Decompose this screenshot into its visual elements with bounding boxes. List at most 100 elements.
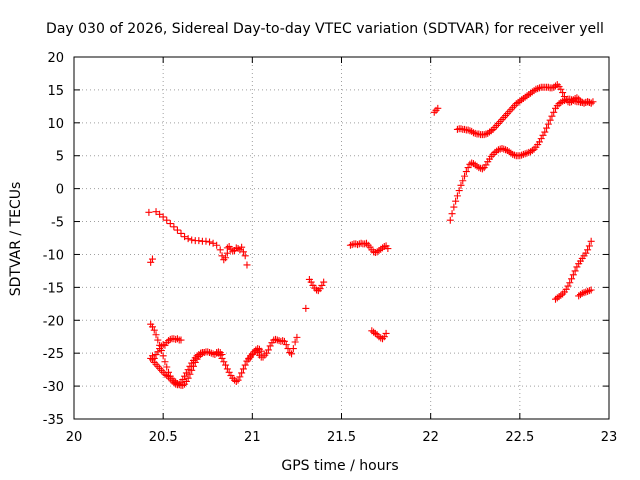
data-point	[518, 96, 526, 104]
chart-title: Day 030 of 2026, Sidereal Day-to-day VTE…	[46, 21, 604, 37]
data-point	[453, 192, 461, 200]
data-point	[384, 245, 392, 253]
data-point	[229, 247, 237, 255]
data-point	[564, 282, 572, 290]
data-point	[170, 379, 178, 387]
data-point	[446, 216, 454, 224]
data-point	[145, 208, 153, 216]
data-point	[195, 237, 203, 245]
data-point	[239, 365, 247, 373]
data-point	[184, 366, 192, 374]
data-point	[377, 334, 385, 342]
data-point	[206, 238, 214, 246]
data-point	[239, 248, 247, 256]
data-point	[502, 146, 510, 154]
data-point	[252, 346, 260, 354]
data-point	[266, 342, 274, 350]
grid-lines	[74, 57, 609, 419]
y-tick-label: -5	[51, 216, 64, 231]
data-point	[166, 220, 174, 228]
data-point	[462, 168, 470, 176]
data-point	[354, 241, 362, 249]
data-points	[145, 81, 597, 389]
series-arc-5	[147, 320, 226, 389]
data-point	[188, 366, 196, 374]
data-point	[181, 233, 189, 241]
data-point	[466, 127, 474, 135]
series-arc-13	[430, 104, 442, 116]
series-arc-8	[243, 345, 265, 365]
data-point	[213, 241, 221, 249]
x-axis-title: GPS time / hours	[281, 458, 398, 474]
y-tick-label: -30	[43, 380, 64, 395]
axis-ticks	[73, 56, 610, 420]
data-point	[173, 335, 181, 343]
data-point	[218, 354, 226, 362]
data-point	[288, 350, 296, 358]
y-tick-label: 10	[47, 117, 64, 132]
y-tick-label: -35	[43, 413, 64, 428]
data-point	[165, 337, 173, 345]
data-point	[512, 100, 520, 108]
data-point	[161, 358, 169, 366]
data-point	[539, 131, 547, 139]
data-point	[534, 85, 542, 93]
data-point	[548, 112, 556, 120]
data-point	[471, 129, 479, 137]
x-tick-label: 22.5	[505, 430, 534, 445]
data-point	[518, 151, 526, 159]
x-tick-label: 23	[601, 430, 618, 445]
data-point	[257, 347, 265, 355]
data-point	[550, 108, 558, 116]
data-point	[163, 372, 171, 380]
data-point	[498, 144, 506, 152]
data-point	[582, 249, 590, 257]
series-arc-7	[213, 333, 301, 385]
data-point	[177, 229, 185, 237]
data-point	[163, 216, 171, 224]
data-point	[289, 345, 297, 353]
data-point	[464, 126, 472, 134]
data-point	[461, 125, 469, 133]
data-point	[213, 349, 221, 357]
data-point	[218, 252, 226, 260]
data-point	[587, 237, 595, 245]
data-point	[234, 245, 242, 253]
data-point	[466, 160, 474, 168]
data-point	[318, 281, 326, 289]
data-point	[222, 254, 230, 262]
data-point	[170, 223, 178, 231]
data-point	[241, 361, 249, 369]
data-point	[555, 100, 563, 108]
data-point	[223, 365, 231, 373]
data-point	[282, 341, 290, 349]
data-point	[291, 338, 299, 346]
data-point	[163, 363, 171, 371]
data-point	[585, 242, 593, 250]
x-tick-label: 22	[422, 430, 439, 445]
x-tick-label: 21	[244, 430, 261, 445]
data-point	[150, 326, 158, 334]
data-point	[236, 373, 244, 381]
data-point	[159, 213, 167, 221]
data-point	[448, 210, 456, 218]
series-arc-6	[148, 349, 208, 389]
data-point	[159, 341, 167, 349]
data-point	[157, 347, 165, 355]
data-point	[573, 263, 581, 271]
data-point	[286, 349, 294, 357]
data-point	[302, 304, 310, 312]
data-point	[571, 97, 579, 105]
y-tick-label: -10	[43, 248, 64, 263]
data-point	[543, 124, 551, 132]
y-tick-label: 15	[47, 84, 64, 99]
data-point	[184, 235, 192, 243]
data-point	[181, 372, 189, 380]
y-tick-label: 0	[56, 183, 64, 198]
data-point	[222, 361, 230, 369]
data-point	[232, 377, 240, 385]
data-point	[585, 98, 593, 106]
series-arc-16	[552, 237, 595, 303]
data-point	[280, 337, 288, 345]
